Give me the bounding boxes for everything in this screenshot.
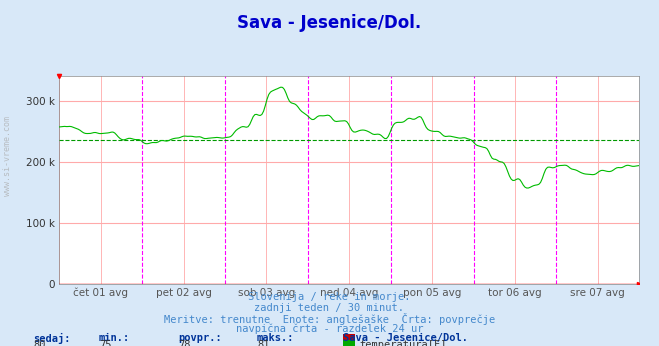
- Text: temperatura[F]: temperatura[F]: [359, 340, 447, 346]
- Text: 80: 80: [33, 340, 45, 346]
- Text: Slovenija / reke in morje.: Slovenija / reke in morje.: [248, 292, 411, 302]
- Text: 78: 78: [178, 340, 190, 346]
- Text: Sava - Jesenice/Dol.: Sava - Jesenice/Dol.: [343, 333, 468, 343]
- Text: www.si-vreme.com: www.si-vreme.com: [3, 116, 13, 196]
- Text: zadnji teden / 30 minut.: zadnji teden / 30 minut.: [254, 303, 405, 313]
- Text: navpična črta - razdelek 24 ur: navpična črta - razdelek 24 ur: [236, 324, 423, 334]
- Text: 75: 75: [99, 340, 111, 346]
- Text: 81: 81: [257, 340, 270, 346]
- Text: Sava - Jesenice/Dol.: Sava - Jesenice/Dol.: [237, 14, 422, 32]
- Text: maks.:: maks.:: [257, 333, 295, 343]
- Text: povpr.:: povpr.:: [178, 333, 221, 343]
- Text: Meritve: trenutne  Enote: anglešaške  Črta: povprečje: Meritve: trenutne Enote: anglešaške Črta…: [164, 313, 495, 325]
- Text: min.:: min.:: [99, 333, 130, 343]
- Text: sedaj:: sedaj:: [33, 333, 71, 344]
